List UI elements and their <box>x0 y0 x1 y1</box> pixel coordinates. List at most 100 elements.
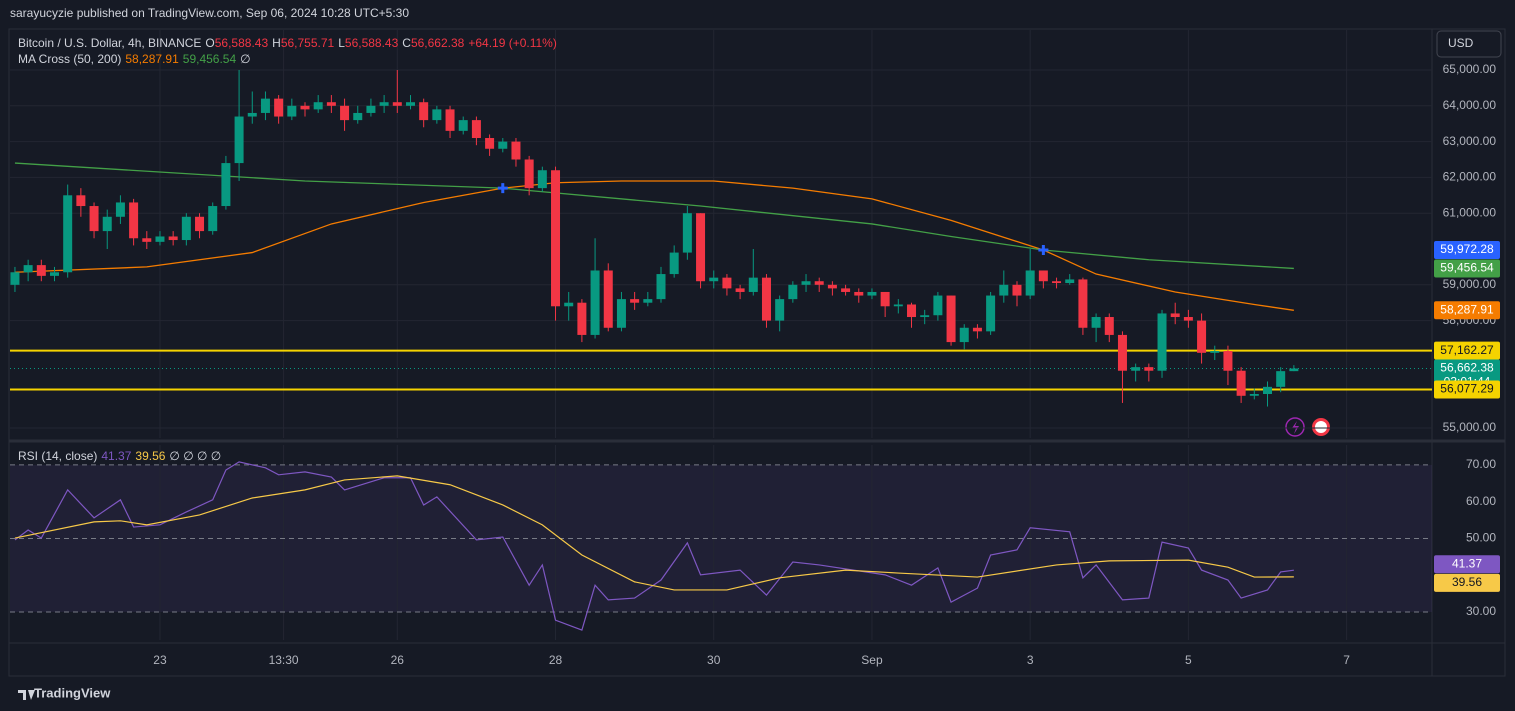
rsi-value: 41.37 <box>101 449 132 463</box>
candle-body <box>893 304 903 307</box>
candle-body <box>1223 351 1233 371</box>
candle-body <box>49 272 59 276</box>
rsi-line <box>14 475 1294 591</box>
key: L <box>338 36 345 50</box>
price-tag-label: 59,972.28 <box>1440 242 1494 256</box>
candle-body <box>827 284 837 289</box>
candle-body <box>735 288 745 292</box>
y-tick-label: 55,000.00 <box>1443 420 1497 434</box>
candle-body <box>577 302 587 335</box>
candle-body <box>933 295 943 316</box>
price-tag <box>1434 555 1500 574</box>
candle-body <box>300 105 310 110</box>
price-tag <box>1434 240 1500 259</box>
candle-body <box>23 265 33 273</box>
candle-body <box>854 291 864 296</box>
key: H <box>272 36 281 50</box>
candle-body <box>405 102 415 106</box>
main-legend: Bitcoin / U.S. Dollar, 4h, BINANCE O56,58… <box>18 36 561 50</box>
price-tag <box>1434 573 1500 592</box>
candle-body <box>181 216 191 241</box>
rsi-line <box>14 461 1294 631</box>
ma-legend: MA Cross (50, 200) 58,287.91 59,456.54 ∅ <box>18 52 255 66</box>
candle-body <box>221 163 231 207</box>
candle-body <box>287 105 297 117</box>
ma-fast: 58,287.91 <box>125 52 179 66</box>
candle-body <box>537 170 547 189</box>
candle-body <box>366 105 376 113</box>
close: 56,662.38 <box>410 36 465 50</box>
candle-body <box>630 299 640 303</box>
event-icon[interactable] <box>1285 417 1305 437</box>
y-tick-label: 65,000.00 <box>1443 62 1497 76</box>
candle-body <box>1197 320 1207 353</box>
candle-body <box>946 295 956 343</box>
y-tick-label: 61,000.00 <box>1443 205 1497 219</box>
candle-body <box>999 284 1009 296</box>
y-tick-label: 70.00 <box>1466 457 1496 471</box>
candle-body <box>260 98 270 113</box>
candle-body <box>801 281 811 285</box>
candle-body <box>1012 284 1022 296</box>
candle-body <box>1144 367 1154 371</box>
candle-body <box>76 195 86 207</box>
x-tick-label: 23 <box>153 653 167 667</box>
candle-body <box>867 291 877 296</box>
x-tick-label: Sep <box>861 653 883 667</box>
ma-title: MA Cross (50, 200) <box>18 52 122 66</box>
candle-body <box>1117 334 1127 371</box>
candle-body <box>1025 270 1035 296</box>
event-bolt <box>1292 421 1299 434</box>
rsi-extra: ∅ ∅ ∅ ∅ <box>169 449 222 463</box>
price-tag <box>1434 380 1500 399</box>
candle-body <box>696 213 706 282</box>
candle-body <box>643 299 653 303</box>
candle-body <box>10 272 20 285</box>
candle-body <box>102 216 112 232</box>
price-tag-label: 41.37 <box>1452 556 1482 570</box>
frame <box>8 28 1506 677</box>
candle-body <box>36 265 46 276</box>
candle-body <box>313 102 323 110</box>
candle-body <box>682 213 692 253</box>
cross-marker <box>497 183 508 194</box>
candle-body <box>986 295 996 332</box>
price-tag-label: 56,077.29 <box>1440 382 1494 396</box>
candle-body <box>709 277 719 282</box>
x-tick-label: 26 <box>391 653 405 667</box>
ma-line <box>14 180 1294 311</box>
x-tick-label: 28 <box>549 653 563 667</box>
flag-inner <box>1315 421 1327 433</box>
candle-body <box>1091 317 1101 328</box>
price-tag-label: 59,456.54 <box>1440 261 1494 275</box>
candle-body <box>419 102 429 121</box>
candle-body <box>656 274 666 300</box>
candle-body <box>959 327 969 343</box>
candle-body <box>1078 279 1088 328</box>
y-tick-label: 63,000.00 <box>1443 134 1497 148</box>
candle-body <box>1276 371 1286 387</box>
candle-body <box>907 304 917 318</box>
ma-extra: ∅ <box>240 52 251 66</box>
candle-body <box>1065 279 1075 284</box>
candle-body <box>379 102 389 106</box>
y-tick-label: 62,000.00 <box>1443 170 1497 184</box>
candle-body <box>722 277 732 289</box>
candle-body <box>1104 317 1114 335</box>
price-tag <box>1434 259 1500 278</box>
y-tick-label: 64,000.00 <box>1443 98 1497 112</box>
candle-body <box>669 252 679 275</box>
currency-button[interactable] <box>1436 30 1502 58</box>
candle-body <box>115 202 125 217</box>
candle-body <box>458 120 468 131</box>
currency-label[interactable]: USD <box>1448 36 1474 50</box>
candle-body <box>1052 281 1062 284</box>
candle-body <box>353 112 363 121</box>
symbol: Bitcoin / U.S. Dollar, 4h, BINANCE <box>18 36 202 50</box>
x-tick-label: 30 <box>707 653 721 667</box>
candle-body <box>511 141 521 160</box>
candle-body <box>972 327 982 332</box>
candle-body <box>1236 370 1246 396</box>
price-tag-label: 56,662.38 <box>1440 361 1494 375</box>
candle-body <box>485 138 495 149</box>
